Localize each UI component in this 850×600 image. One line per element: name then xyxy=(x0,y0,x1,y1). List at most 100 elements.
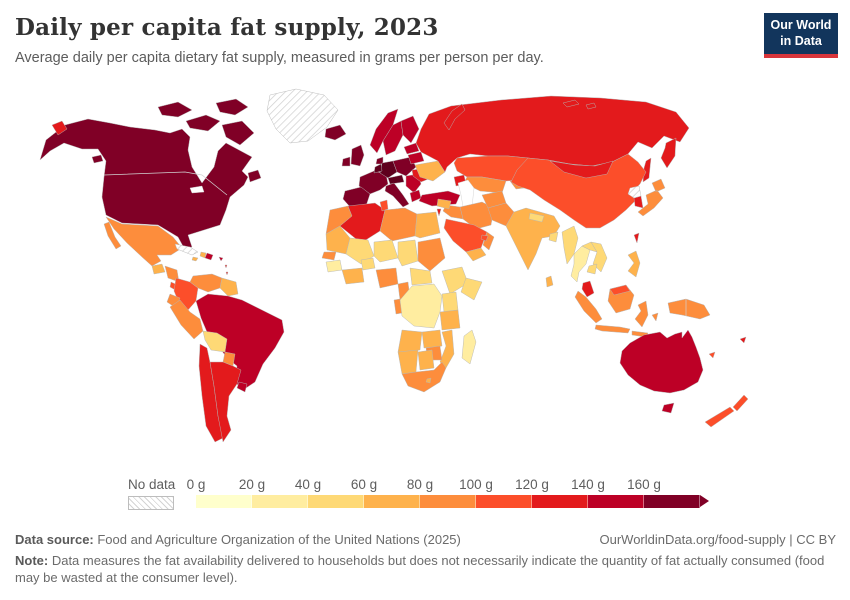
country-nigeria[interactable] xyxy=(375,267,399,289)
country-australia[interactable] xyxy=(619,329,704,394)
region-new-caledonia[interactable] xyxy=(708,351,716,359)
country-kenya[interactable] xyxy=(441,291,459,313)
region-israel-jordan[interactable] xyxy=(436,208,442,217)
country-botswana[interactable] xyxy=(417,349,435,371)
legend-bin[interactable] xyxy=(644,495,700,508)
region-guinea[interactable] xyxy=(325,259,343,273)
choropleth-svg[interactable] xyxy=(30,85,820,475)
country-ireland[interactable] xyxy=(341,156,351,167)
country-mali[interactable] xyxy=(345,237,375,265)
region-west-alaska[interactable] xyxy=(51,120,68,136)
country-ukraine[interactable] xyxy=(414,160,446,182)
country-guatemala[interactable] xyxy=(151,263,166,275)
country-sudan[interactable] xyxy=(417,237,446,272)
country-yemen[interactable] xyxy=(465,247,487,262)
country-canada-arctic-islands[interactable] xyxy=(91,98,262,183)
legend-no-data-swatch[interactable] xyxy=(128,496,174,510)
country-puerto-rico[interactable] xyxy=(218,256,224,262)
country-niger[interactable] xyxy=(373,239,399,263)
country-cambodia[interactable] xyxy=(586,263,598,275)
owid-logo[interactable]: Our World in Data xyxy=(764,13,838,59)
country-bangladesh[interactable] xyxy=(548,231,559,243)
region-kamchatka[interactable] xyxy=(642,137,677,183)
legend-bin[interactable] xyxy=(364,495,420,508)
country-madagascar[interactable] xyxy=(461,329,477,365)
country-new-zealand[interactable] xyxy=(704,394,749,428)
region-benelux[interactable] xyxy=(373,163,383,174)
region-novaya-zemlya[interactable] xyxy=(443,99,597,131)
region-east-malaysia[interactable] xyxy=(609,284,631,296)
country-senegal[interactable] xyxy=(321,251,337,261)
country-venezuela[interactable] xyxy=(189,273,223,293)
country-drc[interactable] xyxy=(399,283,443,329)
footer: Data source: Food and Agriculture Organi… xyxy=(15,532,836,547)
country-namibia[interactable] xyxy=(397,349,419,375)
country-japan[interactable] xyxy=(637,178,666,217)
legend-no-data[interactable]: No data xyxy=(128,477,175,510)
lesser-antilles[interactable] xyxy=(224,264,229,276)
region-tasmania[interactable] xyxy=(661,402,675,414)
legend-arrow-tip xyxy=(700,495,709,507)
owid-url-link[interactable]: OurWorldinData.org/food-supply | CC BY xyxy=(599,532,836,547)
country-mexico[interactable] xyxy=(103,216,183,267)
region-ivory-ghana[interactable] xyxy=(341,267,365,285)
legend-bin[interactable] xyxy=(252,495,308,508)
country-philippines[interactable] xyxy=(627,250,641,278)
region-baltics[interactable] xyxy=(403,142,420,155)
country-taiwan[interactable] xyxy=(633,232,640,244)
country-peru[interactable] xyxy=(169,299,204,340)
country-lesotho[interactable] xyxy=(425,377,432,384)
country-burkina-faso[interactable] xyxy=(360,257,376,271)
region-sumatra[interactable] xyxy=(574,290,603,324)
country-fiji[interactable] xyxy=(739,336,747,344)
country-uk[interactable] xyxy=(350,144,365,167)
country-somalia[interactable] xyxy=(460,277,483,301)
legend-tick-label: 100 g xyxy=(459,477,493,492)
country-sri-lanka[interactable] xyxy=(545,275,554,288)
region-sulawesi[interactable] xyxy=(631,300,659,338)
legend-bin[interactable] xyxy=(588,495,644,508)
country-nepal[interactable] xyxy=(528,212,545,223)
country-libya[interactable] xyxy=(379,207,418,242)
country-cuba[interactable] xyxy=(174,243,199,256)
country-usa-canada[interactable] xyxy=(39,118,253,249)
country-jamaica[interactable] xyxy=(191,256,199,262)
country-central-african-republic[interactable] xyxy=(409,267,433,286)
legend-bin[interactable] xyxy=(308,495,364,508)
country-belarus[interactable] xyxy=(407,151,425,165)
country-syria[interactable] xyxy=(436,198,452,210)
world-map[interactable] xyxy=(30,85,820,475)
border-us-canada xyxy=(103,171,228,196)
region-alpine[interactable] xyxy=(387,174,405,185)
country-norway[interactable] xyxy=(369,108,399,154)
country-dominican-republic[interactable] xyxy=(204,252,214,261)
legend-bin[interactable] xyxy=(476,495,532,508)
country-zambia[interactable] xyxy=(421,329,443,349)
legend-bin[interactable] xyxy=(196,495,252,508)
country-malaysia[interactable] xyxy=(581,280,595,298)
country-iceland[interactable] xyxy=(324,124,347,141)
country-argentina[interactable] xyxy=(209,361,242,443)
country-finland[interactable] xyxy=(400,115,420,144)
country-algeria[interactable] xyxy=(339,202,386,244)
country-angola[interactable] xyxy=(397,329,423,353)
country-uruguay[interactable] xyxy=(236,381,248,393)
country-north-korea[interactable] xyxy=(627,185,642,199)
country-mongolia[interactable] xyxy=(549,160,614,179)
country-chad[interactable] xyxy=(397,239,419,267)
owid-logo-line2: in Data xyxy=(780,33,822,48)
region-guyanas[interactable] xyxy=(219,277,239,297)
country-greenland[interactable] xyxy=(266,88,339,144)
legend-bin[interactable] xyxy=(420,495,476,508)
legend-bin[interactable] xyxy=(532,495,588,508)
region-java[interactable] xyxy=(594,324,631,334)
region-new-guinea[interactable] xyxy=(667,298,711,320)
country-uae[interactable] xyxy=(480,234,489,242)
country-south-africa[interactable] xyxy=(401,361,447,393)
country-tunisia[interactable] xyxy=(379,199,389,212)
country-tanzania[interactable] xyxy=(439,309,461,331)
data-source-text: Food and Agriculture Organization of the… xyxy=(93,532,461,547)
country-egypt[interactable] xyxy=(414,211,441,239)
footer-note: Note: Data measures the fat availability… xyxy=(15,553,836,587)
country-haiti[interactable] xyxy=(199,251,207,259)
